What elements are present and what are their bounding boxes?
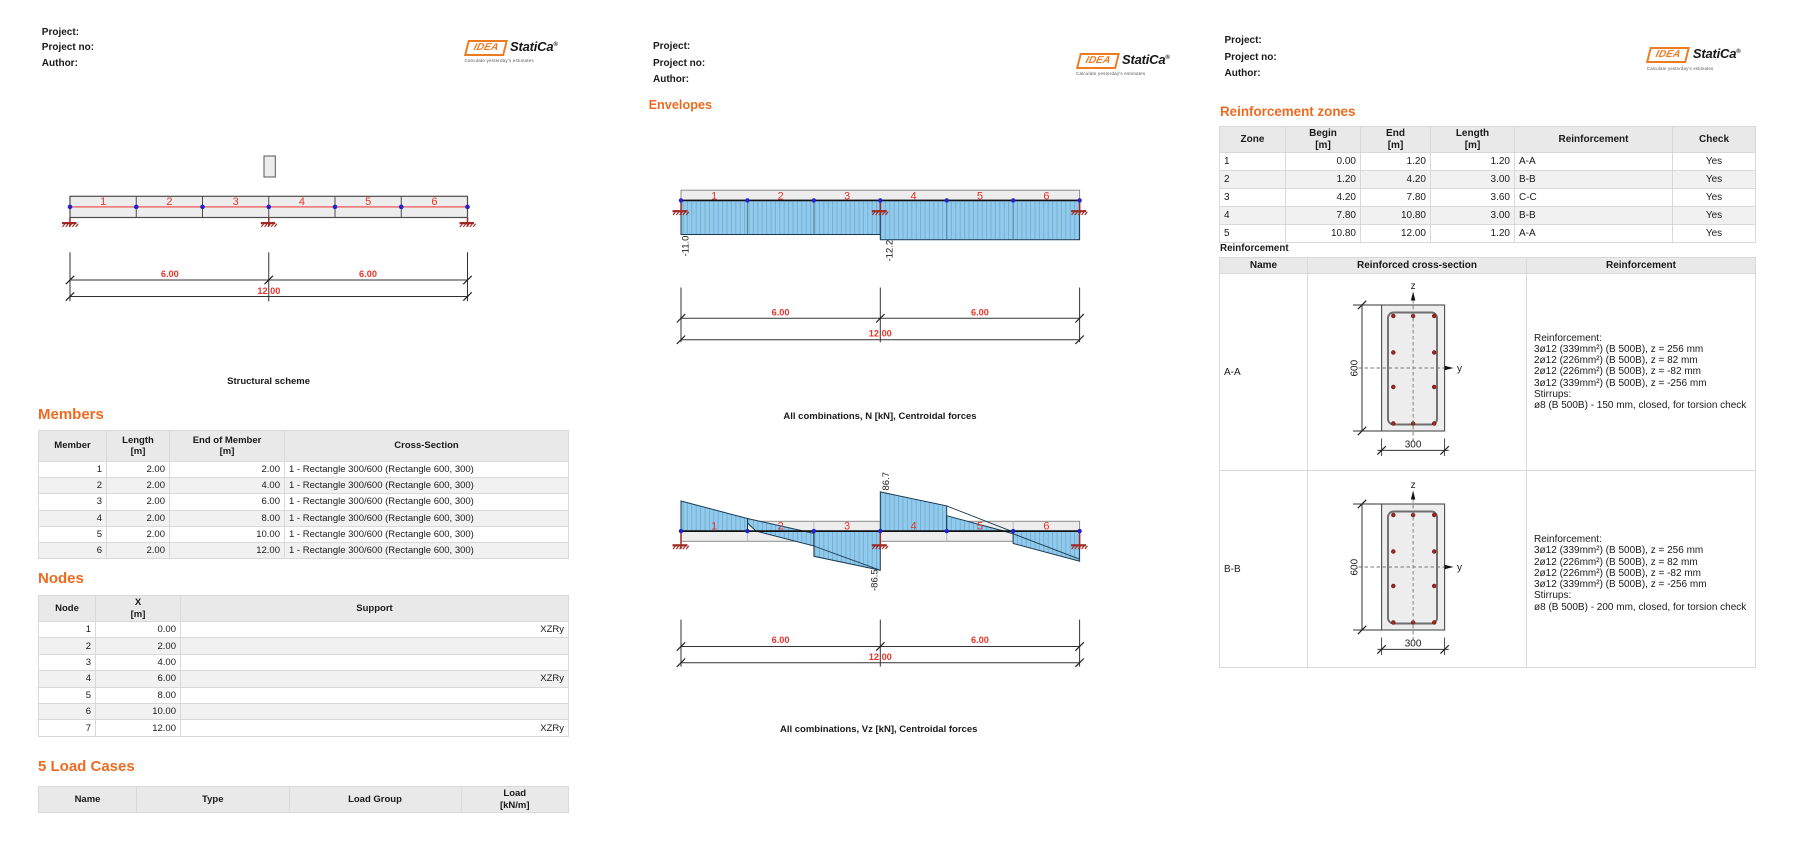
svg-text:5: 5 — [977, 190, 983, 202]
svg-text:6.00: 6.00 — [971, 635, 989, 645]
svg-text:4: 4 — [910, 190, 916, 202]
svg-text:y: y — [1457, 364, 1462, 375]
svg-text:6.00: 6.00 — [359, 269, 377, 279]
svg-text:6.00: 6.00 — [971, 308, 989, 318]
svg-text:1: 1 — [100, 196, 106, 208]
svg-text:1: 1 — [711, 521, 717, 533]
svg-text:z: z — [1411, 480, 1416, 491]
svg-text:12.00: 12.00 — [869, 652, 892, 662]
svg-text:6.00: 6.00 — [161, 269, 179, 279]
svg-text:-86.5: -86.5 — [870, 569, 881, 591]
svg-text:4: 4 — [299, 196, 305, 208]
svg-text:3: 3 — [844, 190, 850, 202]
svg-text:6: 6 — [1043, 521, 1049, 533]
svg-text:3: 3 — [233, 196, 239, 208]
svg-text:300: 300 — [1405, 638, 1422, 649]
svg-text:-12.2: -12.2 — [885, 240, 896, 262]
svg-text:6.00: 6.00 — [772, 308, 790, 318]
svg-text:5: 5 — [977, 521, 983, 533]
svg-text:-11.0: -11.0 — [681, 236, 692, 257]
svg-text:12.00: 12.00 — [869, 329, 892, 339]
svg-text:6.00: 6.00 — [772, 635, 790, 645]
svg-text:1: 1 — [711, 190, 717, 202]
svg-text:y: y — [1457, 563, 1462, 574]
svg-text:3: 3 — [844, 521, 850, 533]
svg-text:6: 6 — [1043, 190, 1049, 202]
svg-text:600: 600 — [1350, 558, 1361, 575]
svg-text:2: 2 — [778, 190, 784, 202]
svg-text:300: 300 — [1405, 439, 1422, 450]
svg-text:2: 2 — [778, 521, 784, 533]
svg-text:6: 6 — [431, 196, 437, 208]
svg-text:2: 2 — [166, 196, 172, 208]
svg-text:4: 4 — [910, 521, 916, 533]
svg-text:86.7: 86.7 — [881, 472, 892, 491]
svg-text:12.00: 12.00 — [257, 286, 280, 296]
svg-text:z: z — [1411, 281, 1416, 292]
svg-text:5: 5 — [365, 196, 371, 208]
svg-text:600: 600 — [1350, 359, 1361, 376]
